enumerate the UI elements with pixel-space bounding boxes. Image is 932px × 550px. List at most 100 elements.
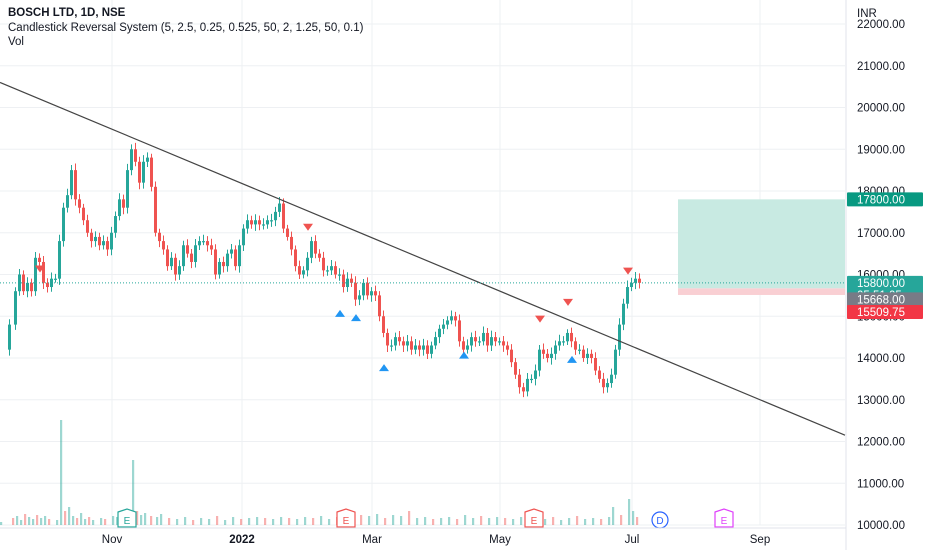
price-tick-label: 19000.00: [857, 144, 905, 156]
candle-body: [482, 332, 485, 342]
candle-body: [454, 316, 457, 321]
volume-bar: [400, 516, 403, 525]
price-tick-label: 22000.00: [857, 19, 905, 31]
volume-bar: [328, 519, 331, 525]
candle-body: [534, 370, 537, 379]
candle-body: [602, 378, 605, 388]
candle-body: [26, 282, 29, 292]
candle-body: [542, 349, 545, 354]
price-tick-label: 20000.00: [857, 103, 905, 115]
candle-body: [554, 345, 557, 354]
stop-zone: [678, 288, 845, 295]
candle-body: [326, 270, 329, 272]
volume-bar: [296, 519, 299, 525]
candle-body: [8, 324, 11, 350]
candle-body: [266, 220, 269, 225]
entry-price-badge-text: 15668.00: [857, 294, 905, 306]
candle-body: [490, 337, 493, 346]
volume-bar: [392, 515, 395, 525]
volume-bar: [608, 517, 611, 525]
candle-body: [38, 257, 41, 262]
candle-body: [126, 170, 129, 208]
volume-bar: [12, 518, 15, 525]
volume-bar: [376, 514, 379, 525]
volume-bar: [632, 511, 635, 525]
candle-body: [382, 316, 385, 333]
candle-body: [46, 282, 49, 288]
volume-bar: [168, 518, 171, 525]
volume-title[interactable]: Vol: [8, 36, 24, 48]
trendline[interactable]: [0, 81, 846, 436]
volume-bar: [488, 518, 491, 525]
volume-bar: [68, 507, 71, 525]
candle-body: [486, 332, 489, 346]
candle-body: [206, 241, 209, 246]
volume-bar: [216, 516, 219, 525]
volume-bar: [264, 518, 267, 525]
candle-body: [606, 383, 609, 388]
candle-body: [546, 353, 549, 358]
candle-body: [626, 287, 629, 304]
candle-body: [30, 282, 33, 292]
candle-body: [330, 266, 333, 271]
candle-body: [14, 291, 17, 325]
candle-body: [526, 378, 529, 392]
entry-price-badge-bg: [847, 292, 923, 307]
candle-body: [618, 324, 621, 350]
bearish-reversal-marker: [35, 265, 45, 273]
candle-body: [154, 186, 157, 233]
candle-body: [518, 374, 521, 388]
candle-body: [378, 295, 381, 317]
candle-body: [530, 378, 533, 381]
candle-body: [178, 266, 181, 275]
candle-body: [410, 341, 413, 350]
candles: [8, 142, 641, 398]
candle-body: [262, 224, 265, 226]
volume-bar: [320, 516, 323, 525]
bullish-reversal-marker: [335, 309, 345, 317]
candle-body: [590, 353, 593, 358]
reversal-markers: [35, 223, 633, 372]
price-axis-bg: [846, 0, 932, 550]
time-axis[interactable]: Nov 2022 Mar May Jul Sep: [0, 527, 846, 546]
candle-body: [18, 274, 21, 292]
candle-body: [298, 266, 301, 275]
volume-bar: [368, 516, 371, 525]
candle-body: [422, 345, 425, 350]
candle-body: [302, 270, 305, 275]
candle-body: [562, 341, 565, 343]
candle-body: [430, 345, 433, 354]
volume-bar: [432, 519, 435, 525]
candle-body: [466, 345, 469, 350]
candle-body: [310, 241, 313, 258]
candle-body: [142, 161, 145, 183]
volume-bar: [36, 515, 39, 525]
volume-bar: [288, 518, 291, 525]
price-tick-label: 11000.00: [857, 478, 904, 490]
indicator-title[interactable]: Candlestick Reversal System (5, 2.5, 0.2…: [8, 21, 364, 34]
price-axis[interactable]: INR22000.0021000.0020000.0019000.0018000…: [845, 0, 932, 550]
candle-body: [586, 353, 589, 358]
volume-bar: [544, 519, 547, 525]
volume-bar: [416, 518, 419, 525]
candle-body: [86, 220, 89, 233]
volume-bar: [28, 517, 31, 525]
candle-body: [250, 220, 253, 225]
candle-body: [314, 241, 317, 254]
candle-body: [358, 295, 361, 300]
candle-body: [418, 345, 421, 350]
earnings-event-icon: [524, 508, 544, 528]
volume-bar: [312, 518, 315, 525]
candle-body: [102, 241, 105, 246]
volume-bar: [208, 519, 211, 525]
volume-bar: [620, 515, 623, 525]
volume-bar: [520, 517, 523, 525]
symbol-title[interactable]: BOSCH LTD, 1D, NSE: [8, 7, 126, 19]
volume-bar: [576, 516, 579, 525]
volume-bar: [80, 513, 83, 525]
volume-bar: [48, 519, 51, 525]
price-tick-label: 14000.00: [857, 353, 905, 365]
candle-body: [162, 241, 165, 250]
